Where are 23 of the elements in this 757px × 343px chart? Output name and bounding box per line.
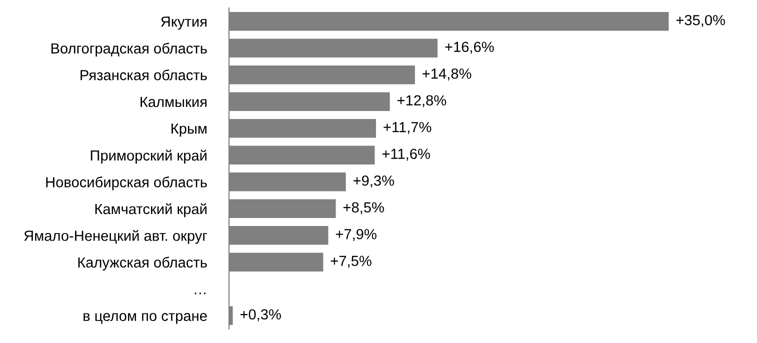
data-label: +7,5% — [330, 256, 372, 268]
y-tick-label: Ямало-Ненецкий авт. округ — [24, 230, 208, 244]
data-label: +16,6% — [445, 42, 494, 54]
y-tick-label: Калужская область — [78, 256, 207, 270]
data-label: +35,0% — [676, 14, 726, 28]
y-tick-label: Якутия — [161, 16, 206, 30]
data-label: +11,6% — [382, 148, 430, 161]
y-tick-label: Приморский край — [90, 150, 206, 164]
y-tick-label: … — [194, 292, 206, 294]
data-label: +0,3% — [240, 309, 281, 322]
y-tick-label: Калмыкия — [140, 96, 206, 108]
data-label: +12,8% — [397, 95, 446, 108]
y-tick-label: Рязанская область — [80, 69, 207, 80]
y-tick-label: в целом по стране — [84, 313, 207, 324]
data-label: +8,5% — [343, 202, 384, 214]
data-label: +11,7% — [384, 122, 432, 134]
y-tick-label: Камчатский край — [95, 203, 206, 218]
y-tick-label: Крым — [172, 124, 206, 137]
data-label: +7,9% — [336, 228, 376, 242]
data-label: +9,3% — [354, 175, 394, 188]
y-tick-label: Волгоградская область — [51, 42, 207, 56]
data-label: +14,8% — [422, 68, 472, 81]
y-tick-label: Новосибирская область — [46, 176, 207, 190]
